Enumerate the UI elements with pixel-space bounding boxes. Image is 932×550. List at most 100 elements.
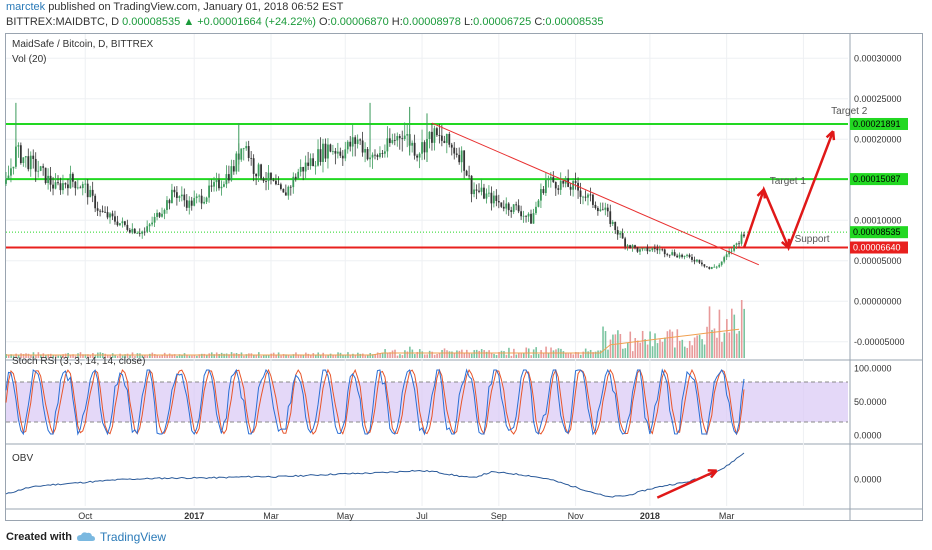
candle-body — [433, 128, 436, 143]
candle-body — [616, 230, 619, 235]
volume-bar — [324, 355, 327, 358]
author-link[interactable]: marctek — [6, 1, 46, 13]
candle-body — [7, 175, 10, 180]
volume-bar — [698, 334, 701, 358]
open-value: 0.00006870 — [330, 16, 389, 28]
candle-body — [668, 254, 671, 256]
volume-bar — [418, 349, 421, 358]
volume-bar — [723, 332, 726, 358]
candle-body — [416, 155, 418, 158]
volume-bar — [109, 355, 112, 358]
volume-bar — [545, 346, 547, 358]
candle-body — [15, 146, 17, 167]
volume-bar — [280, 355, 282, 358]
x-tick-label: Jul — [416, 511, 428, 521]
candle-body — [44, 167, 47, 183]
volume-bar — [171, 354, 173, 358]
volume-bar — [448, 351, 451, 358]
volume-bar — [446, 350, 448, 358]
candle-body — [146, 226, 149, 232]
arrow-head — [756, 188, 767, 199]
candle-body — [341, 155, 344, 159]
volume-bar — [411, 349, 414, 358]
volume-bar — [146, 355, 149, 358]
candle-body — [505, 203, 508, 209]
volume-bar — [15, 353, 17, 358]
candle-body — [673, 252, 676, 256]
candle-body — [381, 153, 384, 154]
candle-body — [71, 173, 74, 182]
volume-bar — [101, 353, 104, 358]
candle-body — [544, 180, 547, 194]
candle-body — [515, 204, 518, 206]
candle-body — [19, 145, 22, 164]
candle-body — [480, 187, 483, 192]
candle-body — [133, 228, 136, 234]
candle-body — [279, 184, 282, 189]
candle-body — [631, 245, 634, 248]
candle-body — [666, 254, 669, 255]
volume-bar — [87, 354, 89, 358]
candle-body — [676, 255, 679, 258]
volume-bar — [25, 353, 27, 358]
candle-body — [470, 175, 473, 195]
volume-bar — [436, 354, 438, 358]
volume-bar — [567, 353, 570, 358]
candle-body — [458, 154, 461, 163]
volume-bar — [414, 354, 416, 358]
volume-bar — [735, 333, 738, 358]
candle-body — [448, 133, 451, 145]
candle-body — [661, 249, 664, 251]
x-tick-label: May — [337, 511, 355, 521]
volume-bar — [458, 350, 461, 358]
volume-bar — [349, 354, 352, 358]
volume-bar — [532, 349, 535, 358]
candle-body — [359, 139, 362, 141]
candle-body — [445, 133, 448, 143]
candle-body — [423, 142, 426, 153]
volume-bar — [555, 349, 557, 358]
volume-bar — [473, 350, 476, 358]
candle-body — [89, 189, 92, 198]
candle-body — [185, 200, 188, 208]
volume-bar — [547, 352, 550, 358]
volume-bar — [740, 300, 743, 358]
candle-body — [354, 137, 357, 144]
y-tick-label: 0.00025000 — [854, 94, 902, 104]
symbol-info: BITTREX:MAIDBTC, D 0.00008535 ▲ +0.00001… — [6, 16, 603, 28]
candle-body — [223, 184, 225, 187]
candle-body — [720, 261, 723, 265]
candle-body — [636, 247, 639, 252]
volume-bar — [205, 355, 208, 358]
candle-body — [42, 166, 45, 168]
volume-bar — [188, 355, 191, 358]
candle-body — [361, 140, 364, 153]
candle-body — [700, 262, 703, 265]
volume-bar — [594, 351, 597, 358]
candle-body — [203, 201, 206, 204]
candle-body — [49, 175, 52, 185]
candle-body — [710, 267, 713, 269]
candle-body — [403, 135, 406, 140]
candle-body — [299, 167, 302, 172]
volume-ma-line — [6, 328, 740, 356]
volume-bar — [282, 354, 285, 358]
candle-body — [559, 180, 562, 190]
tradingview-brand[interactable]: TradingView — [100, 530, 167, 544]
annotation-target-1: Target 1 — [770, 176, 807, 187]
volume-bar — [203, 353, 206, 358]
candle-body — [364, 149, 366, 153]
volume-bar — [300, 354, 302, 358]
candle-body — [438, 135, 441, 136]
candle-body — [339, 151, 342, 156]
candle-body — [294, 176, 297, 179]
volume-bar — [158, 355, 161, 358]
volume-bar — [644, 339, 646, 358]
x-tick-label: Mar — [263, 511, 279, 521]
candle-body — [225, 174, 228, 185]
volume-bar — [394, 349, 396, 358]
candle-body — [331, 151, 334, 152]
candle-body — [27, 156, 30, 170]
candle-body — [183, 194, 186, 201]
